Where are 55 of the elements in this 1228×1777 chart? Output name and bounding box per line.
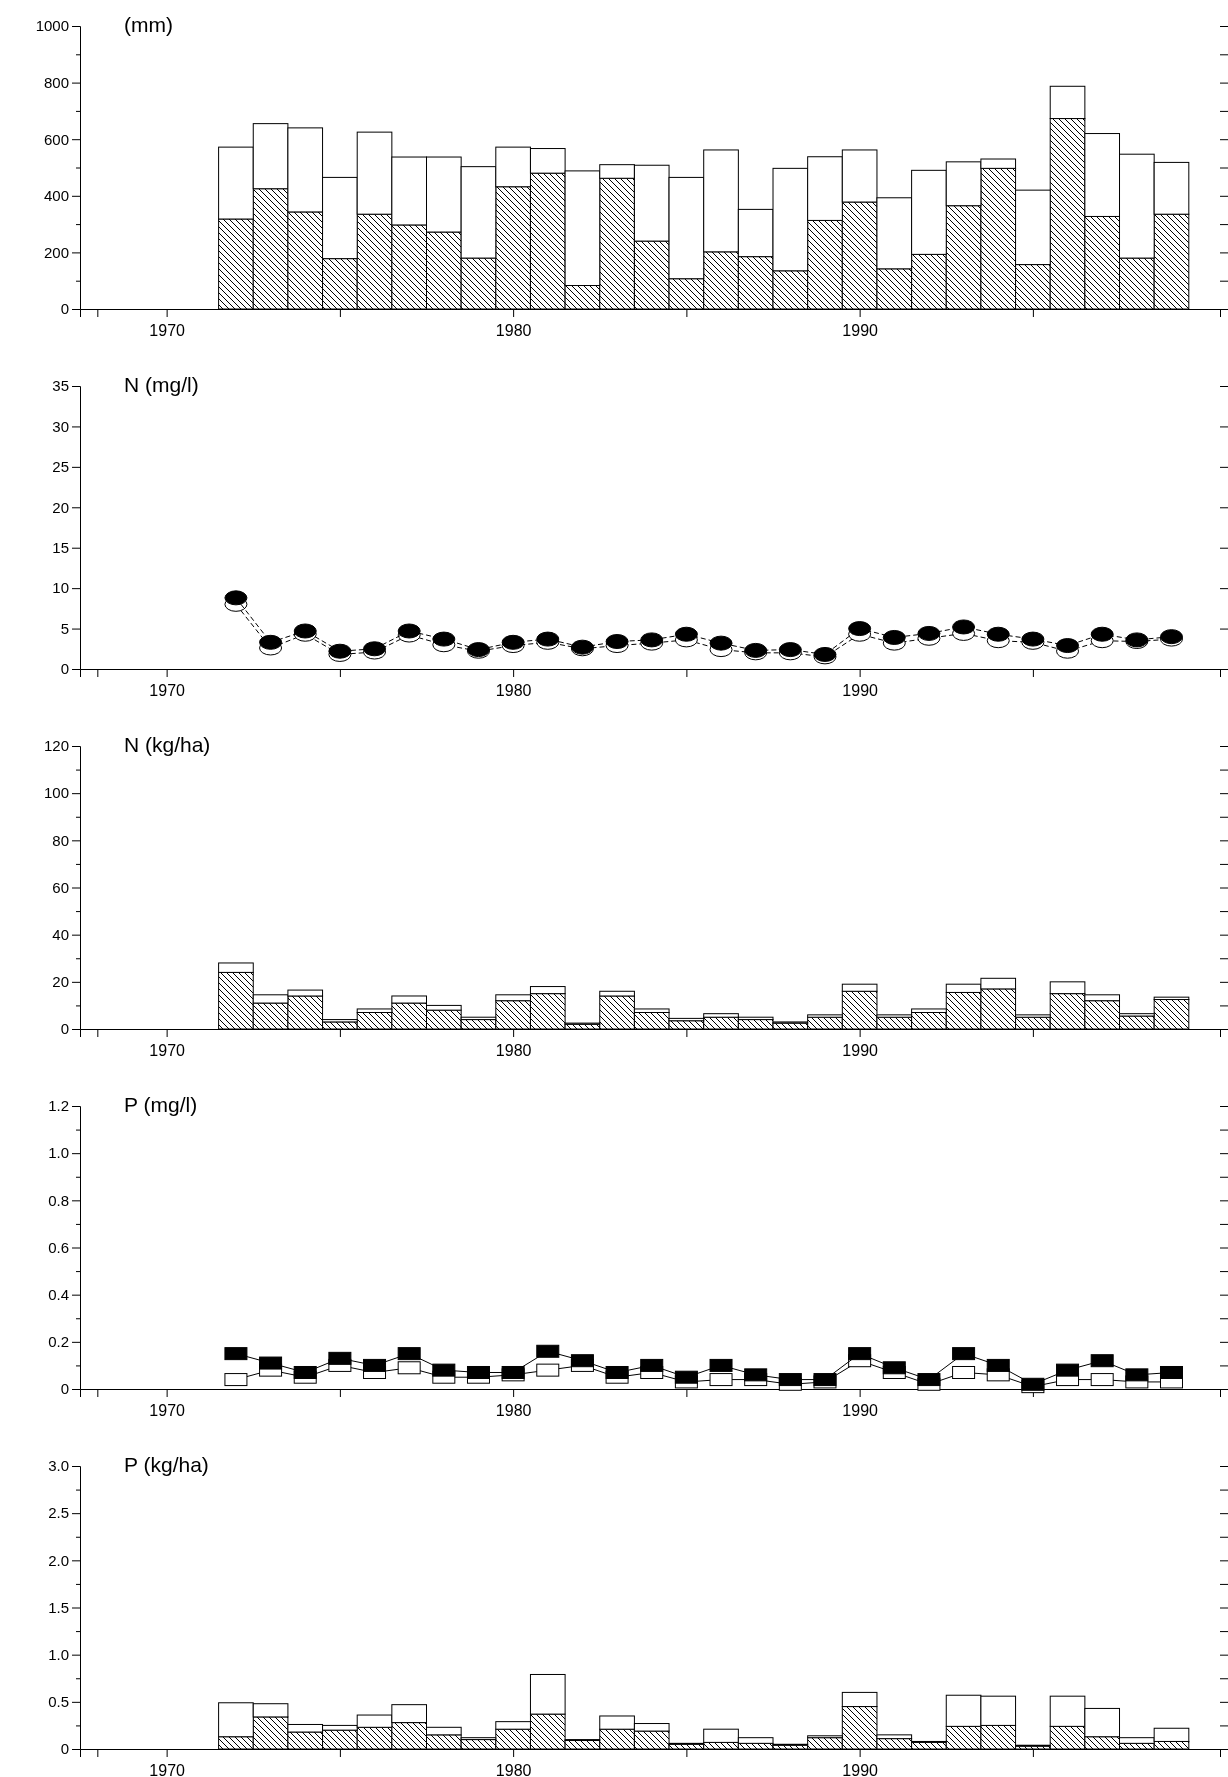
y-tick-label: 0.5 [48,1693,69,1711]
x-tick-label: 1970 [149,322,186,339]
y-tick-label: 1000 [35,17,69,35]
y-tick-label: 0.2 [48,1333,69,1351]
y-axis-title: P (kg/ha) [124,1453,209,1476]
y-tick-label: 0.8 [48,1191,69,1209]
y-tick-label: 0 [60,1380,69,1398]
x-tick-label: 1980 [495,1762,532,1777]
x-tick-label: 1980 [495,322,532,339]
y-tick-label: 1.5 [48,1598,69,1616]
y-tick-label: 15 [52,539,69,557]
x-tick-label: 1970 [149,1042,186,1059]
y-tick-label: 80 [52,831,69,849]
y-axis-title: N (mg/l) [124,373,199,396]
x-tick-label: 1990 [842,682,879,699]
x-tick-label: 1990 [842,1042,879,1059]
y-tick-label: 35 [52,377,69,395]
x-tick-label: 1970 [149,1402,186,1419]
x-tick-label: 1980 [495,1042,532,1059]
y-tick-label: 0 [60,1740,69,1758]
y-tick-label: 0.6 [48,1238,69,1256]
y-tick-label: 5 [60,619,69,637]
y-tick-label: 2.0 [48,1551,69,1569]
y-tick-label: 25 [52,458,69,476]
y-axis-title: (mm) [124,13,173,36]
y-tick-label: 120 [43,737,69,755]
y-tick-label: 30 [52,417,69,435]
y-tick-label: 2.5 [48,1504,69,1522]
y-tick-label: 1.0 [48,1144,69,1162]
y-tick-label: 0.4 [48,1285,69,1303]
y-tick-label: 0 [60,300,69,318]
y-tick-label: 800 [43,73,69,91]
y-tick-label: 200 [43,243,69,261]
x-tick-label: 1990 [842,322,879,339]
y-tick-label: 0 [60,660,69,678]
x-tick-label: 1980 [495,1402,532,1419]
y-tick-label: 60 [52,878,69,896]
y-tick-label: 10 [52,579,69,597]
y-tick-label: 1.2 [48,1097,69,1115]
y-tick-label: 1.0 [48,1645,69,1663]
x-tick-label: 1990 [842,1402,879,1419]
y-tick-label: 40 [52,925,69,943]
y-tick-label: 400 [43,187,69,205]
x-tick-label: 1980 [495,682,532,699]
y-tick-label: 600 [43,130,69,148]
x-tick-label: 1970 [149,1762,186,1777]
y-tick-label: 3.0 [48,1457,69,1475]
y-tick-label: 20 [52,973,69,991]
y-axis-title: P (mg/l) [124,1093,198,1116]
y-tick-label: 20 [52,498,69,516]
y-tick-label: 100 [43,784,69,802]
y-axis-title: N (kg/ha) [124,733,211,756]
x-tick-label: 1970 [149,682,186,699]
x-tick-label: 1990 [842,1762,879,1777]
y-tick-label: 0 [60,1020,69,1038]
